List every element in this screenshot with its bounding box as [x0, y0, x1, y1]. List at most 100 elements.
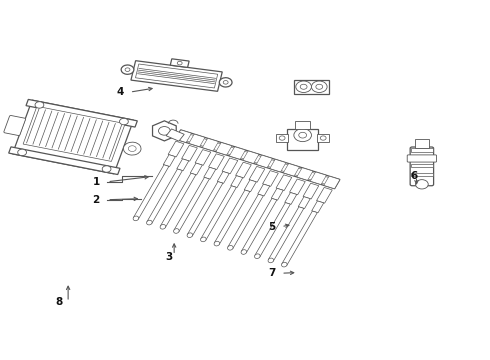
- Ellipse shape: [147, 220, 152, 225]
- Bar: [195, 150, 211, 165]
- FancyBboxPatch shape: [257, 155, 272, 167]
- Bar: [242, 198, 277, 253]
- Bar: [303, 183, 319, 199]
- Bar: [174, 177, 209, 232]
- Bar: [287, 129, 318, 149]
- FancyBboxPatch shape: [324, 176, 340, 189]
- Circle shape: [294, 129, 312, 141]
- Bar: [131, 61, 222, 91]
- Bar: [249, 166, 265, 182]
- Circle shape: [223, 81, 228, 84]
- Bar: [133, 165, 169, 219]
- Bar: [294, 80, 329, 94]
- Bar: [214, 190, 250, 244]
- Circle shape: [300, 84, 307, 89]
- Bar: [290, 179, 305, 195]
- Bar: [298, 197, 310, 208]
- Bar: [147, 169, 182, 223]
- Circle shape: [279, 136, 285, 140]
- FancyBboxPatch shape: [4, 116, 25, 135]
- Bar: [209, 154, 224, 170]
- Circle shape: [177, 61, 182, 65]
- Circle shape: [125, 68, 130, 71]
- Bar: [244, 180, 256, 192]
- Bar: [312, 201, 324, 213]
- Bar: [187, 181, 223, 236]
- Bar: [23, 106, 125, 161]
- Circle shape: [18, 149, 26, 156]
- Text: 6: 6: [410, 171, 417, 181]
- Text: 3: 3: [166, 252, 173, 262]
- Text: 4: 4: [117, 87, 124, 97]
- Ellipse shape: [173, 229, 179, 233]
- Bar: [411, 173, 433, 176]
- Bar: [182, 145, 197, 161]
- Ellipse shape: [187, 233, 193, 238]
- Circle shape: [312, 81, 327, 93]
- Bar: [285, 193, 297, 204]
- FancyBboxPatch shape: [284, 164, 299, 176]
- Bar: [160, 173, 196, 228]
- Circle shape: [102, 166, 111, 172]
- Bar: [276, 134, 288, 141]
- Bar: [411, 164, 433, 167]
- Bar: [163, 155, 175, 167]
- Bar: [135, 64, 218, 88]
- Polygon shape: [152, 121, 176, 141]
- FancyBboxPatch shape: [216, 143, 232, 155]
- Bar: [166, 129, 184, 141]
- Circle shape: [416, 180, 428, 189]
- Bar: [255, 203, 291, 257]
- Circle shape: [320, 136, 326, 140]
- Circle shape: [123, 142, 141, 155]
- FancyBboxPatch shape: [230, 147, 245, 159]
- Ellipse shape: [160, 225, 166, 229]
- Bar: [26, 99, 137, 127]
- Ellipse shape: [214, 241, 220, 246]
- Ellipse shape: [133, 216, 139, 221]
- Bar: [282, 211, 318, 265]
- Bar: [201, 186, 236, 240]
- Text: 2: 2: [92, 195, 99, 205]
- Circle shape: [296, 81, 312, 93]
- Bar: [411, 148, 433, 152]
- Bar: [204, 167, 216, 179]
- Ellipse shape: [282, 262, 287, 267]
- Circle shape: [128, 146, 136, 152]
- FancyBboxPatch shape: [175, 130, 191, 142]
- Bar: [179, 132, 337, 186]
- Bar: [411, 155, 433, 158]
- Bar: [228, 194, 263, 248]
- Bar: [271, 188, 283, 200]
- Bar: [190, 163, 202, 175]
- FancyBboxPatch shape: [410, 147, 434, 186]
- Bar: [9, 147, 120, 175]
- Circle shape: [299, 132, 307, 138]
- Text: 8: 8: [56, 297, 63, 307]
- Ellipse shape: [254, 254, 260, 258]
- Bar: [276, 175, 292, 190]
- Bar: [231, 176, 243, 188]
- Bar: [295, 121, 311, 129]
- Bar: [12, 100, 134, 174]
- Bar: [415, 139, 429, 148]
- FancyBboxPatch shape: [202, 139, 218, 151]
- Circle shape: [159, 127, 170, 135]
- Text: 7: 7: [268, 268, 275, 278]
- Bar: [258, 184, 270, 196]
- FancyBboxPatch shape: [407, 155, 437, 162]
- Ellipse shape: [268, 258, 273, 263]
- Bar: [222, 158, 238, 174]
- Ellipse shape: [241, 250, 246, 254]
- FancyBboxPatch shape: [243, 151, 259, 163]
- Bar: [217, 171, 229, 183]
- FancyBboxPatch shape: [189, 134, 205, 147]
- Bar: [170, 59, 189, 67]
- Bar: [317, 188, 332, 203]
- Bar: [168, 141, 184, 157]
- Circle shape: [220, 78, 232, 87]
- Bar: [269, 207, 304, 261]
- Circle shape: [121, 65, 134, 74]
- Bar: [175, 130, 340, 189]
- Bar: [318, 134, 329, 141]
